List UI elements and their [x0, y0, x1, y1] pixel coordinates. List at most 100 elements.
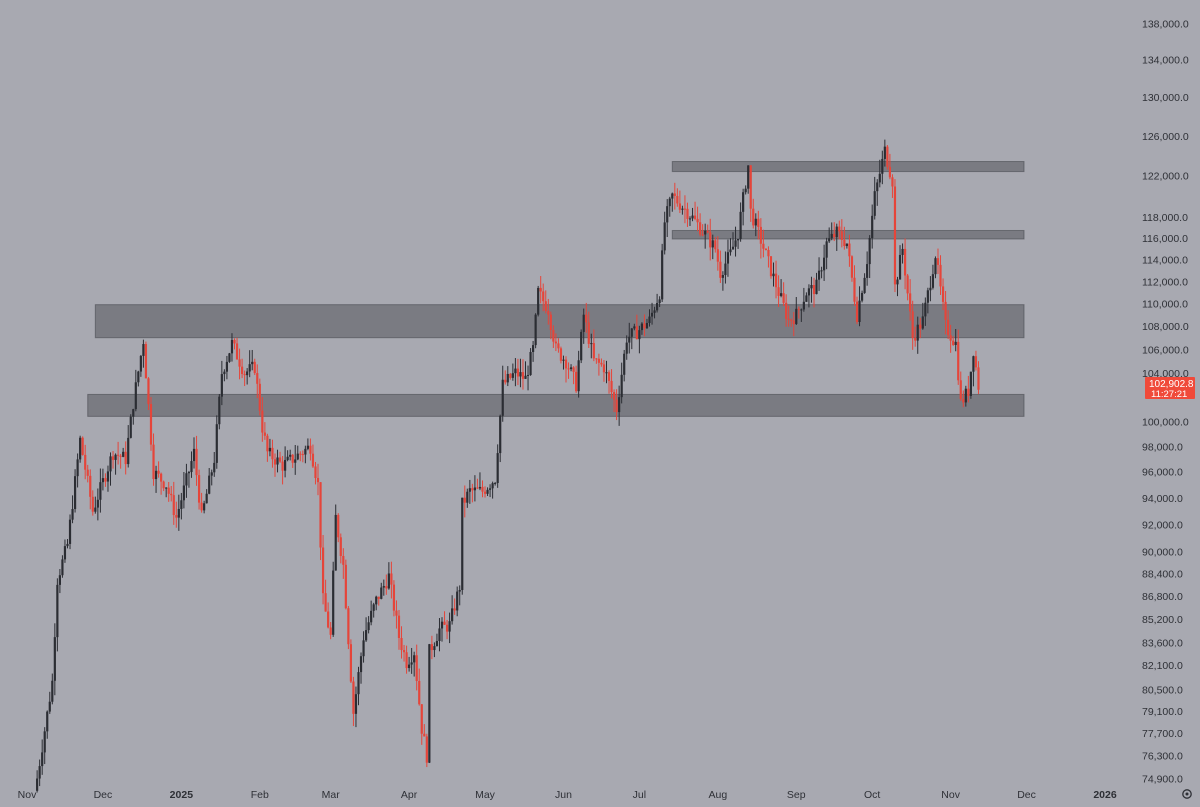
- candle: [119, 453, 122, 469]
- candle: [602, 360, 606, 382]
- candle-body: [554, 341, 557, 344]
- candle: [182, 472, 185, 509]
- candle: [453, 598, 456, 615]
- candle: [96, 488, 99, 521]
- candle: [106, 465, 110, 492]
- candle-body: [149, 404, 153, 445]
- candle: [213, 451, 216, 477]
- candle: [699, 213, 702, 237]
- candle-body: [772, 273, 775, 277]
- candle-body: [392, 584, 396, 611]
- candle: [653, 306, 656, 319]
- candle: [873, 176, 876, 220]
- candle: [815, 272, 818, 295]
- candle-body: [577, 360, 580, 392]
- candle: [582, 308, 585, 344]
- candle-body: [954, 341, 957, 345]
- candle: [430, 635, 433, 660]
- candle-body: [744, 188, 747, 193]
- candle-body: [914, 338, 917, 341]
- candle: [215, 415, 218, 469]
- candle-body: [284, 459, 287, 471]
- candle: [440, 617, 444, 642]
- candle: [149, 396, 153, 451]
- candle-body: [425, 736, 428, 763]
- candle: [823, 244, 826, 281]
- candle: [79, 435, 82, 463]
- candle-body: [635, 326, 638, 340]
- candle-body: [529, 351, 532, 375]
- candle-body: [562, 359, 565, 361]
- candle-body: [271, 447, 274, 460]
- candle-body: [471, 488, 474, 491]
- x-tick-label: May: [475, 789, 496, 801]
- gear-icon[interactable]: [1182, 789, 1192, 799]
- candle: [38, 759, 41, 787]
- candle: [825, 237, 828, 270]
- candle-body: [526, 374, 530, 376]
- candle-body: [729, 249, 732, 253]
- candle-body: [787, 318, 790, 320]
- candle: [248, 350, 251, 378]
- candle-body: [977, 367, 980, 390]
- candle-body: [225, 361, 229, 372]
- candle-body: [445, 624, 449, 632]
- y-tick-label: 92,000.0: [1142, 519, 1183, 531]
- candle: [339, 533, 342, 564]
- candle-body: [377, 596, 380, 599]
- candle: [76, 453, 79, 488]
- candle: [289, 449, 292, 461]
- x-tick-label: Nov: [18, 789, 37, 801]
- candle: [175, 501, 178, 528]
- candle-body: [840, 231, 843, 240]
- candle: [532, 340, 535, 362]
- candle: [516, 358, 520, 386]
- candle-body: [101, 478, 105, 483]
- candle: [683, 195, 687, 224]
- candle: [944, 291, 947, 335]
- candle: [916, 316, 919, 354]
- candle-body: [797, 308, 800, 310]
- candle: [691, 207, 694, 222]
- candle-body: [248, 364, 251, 372]
- candle-body: [478, 486, 482, 489]
- candle: [597, 353, 600, 376]
- time-axis[interactable]: Nov Dec 2025 Feb Mar Apr May Jun Jul Aug Sep Oct Nov…: [18, 789, 1117, 801]
- candle: [797, 306, 800, 319]
- candle: [569, 364, 573, 372]
- candle: [362, 631, 365, 663]
- candle-body: [281, 461, 284, 471]
- candle: [539, 276, 542, 304]
- candle: [187, 470, 191, 488]
- candle-body: [132, 409, 135, 417]
- candle-body: [433, 646, 436, 651]
- candle-body: [666, 206, 669, 223]
- candle: [721, 271, 724, 291]
- candle-body: [681, 208, 684, 210]
- candle-body: [289, 454, 292, 457]
- candle-body: [76, 459, 79, 477]
- candle-body: [233, 339, 236, 344]
- candle-body: [547, 310, 550, 315]
- candle: [511, 363, 514, 381]
- candle: [858, 286, 861, 327]
- candle: [524, 361, 527, 379]
- candle: [111, 451, 115, 469]
- candle-body: [825, 241, 828, 258]
- candle-body: [936, 258, 940, 265]
- price-axis[interactable]: 138,000.0 134,000.0 130,000.0 126,000.0 122,…: [1142, 18, 1189, 785]
- candle-body: [757, 218, 760, 227]
- candle-body: [314, 466, 317, 478]
- candle: [443, 611, 446, 625]
- candle: [192, 437, 196, 469]
- candle-body: [443, 621, 446, 625]
- candle-body: [192, 448, 196, 462]
- candle: [223, 369, 226, 382]
- candle-body: [483, 491, 487, 494]
- candle-body: [137, 371, 140, 383]
- candle-body: [124, 451, 127, 465]
- candle-body: [509, 373, 512, 378]
- candle-body: [769, 256, 773, 277]
- candle: [418, 668, 421, 706]
